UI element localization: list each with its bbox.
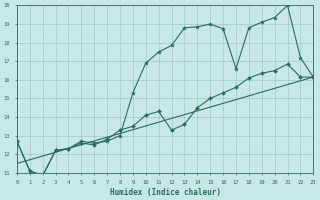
X-axis label: Humidex (Indice chaleur): Humidex (Indice chaleur) [109,188,220,197]
